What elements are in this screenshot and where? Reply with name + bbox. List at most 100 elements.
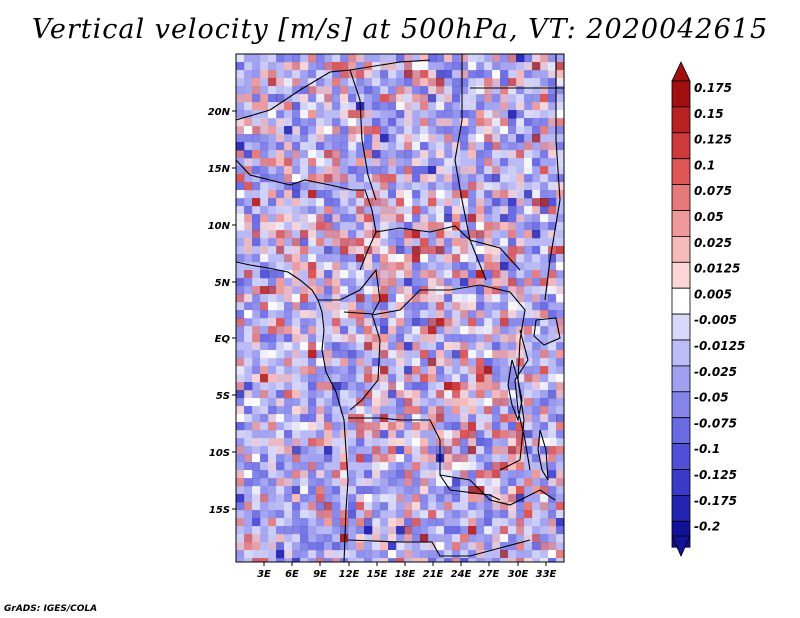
field-cell: [508, 182, 517, 191]
field-cell: [300, 70, 309, 79]
field-cell: [292, 366, 301, 375]
field-cell: [412, 54, 421, 63]
field-cell: [348, 190, 357, 199]
colorbar-swatch: [671, 106, 691, 134]
field-cell: [460, 246, 469, 255]
field-cell: [452, 550, 461, 559]
field-cell: [316, 310, 325, 319]
field-cell: [556, 62, 564, 71]
border-west: [236, 159, 291, 186]
field-cell: [484, 134, 493, 143]
field-cell: [532, 326, 541, 335]
field-cell: [468, 182, 477, 191]
field-cell: [260, 558, 269, 562]
field-cell: [252, 158, 261, 167]
field-cell: [404, 246, 413, 255]
lake-malawi: [537, 429, 549, 481]
field-cell: [340, 494, 349, 503]
field-cell: [524, 94, 533, 103]
field-cell: [540, 102, 549, 111]
field-cell: [436, 222, 445, 231]
field-cell: [524, 446, 533, 455]
field-cell: [284, 486, 293, 495]
field-cell: [244, 558, 253, 562]
field-cell: [356, 118, 365, 127]
lon-label: 6E: [285, 569, 299, 580]
field-cell: [348, 158, 357, 167]
field-cell: [388, 326, 397, 335]
field-cell: [308, 270, 317, 279]
field-cell: [348, 454, 357, 463]
field-cell: [316, 430, 325, 439]
field-cell: [484, 254, 493, 263]
field-cell: [508, 238, 517, 247]
field-cell: [532, 254, 541, 263]
field-cell: [252, 94, 261, 103]
field-cell: [500, 86, 509, 95]
field-cell: [236, 414, 245, 423]
field-cell: [484, 454, 493, 463]
field-cell: [340, 158, 349, 167]
field-cell: [492, 206, 501, 215]
field-cell: [516, 374, 525, 383]
field-cell: [452, 86, 461, 95]
field-cell: [356, 350, 365, 359]
field-cell: [340, 134, 349, 143]
field-cell: [340, 278, 349, 287]
field-cell: [268, 182, 277, 191]
field-cell: [332, 286, 341, 295]
field-cell: [492, 518, 501, 527]
field-cell: [348, 254, 357, 263]
field-cell: [260, 318, 269, 327]
field-cell: [500, 166, 509, 175]
field-cell: [420, 222, 429, 231]
field-cell: [252, 270, 261, 279]
field-cell: [324, 446, 333, 455]
field-cell: [476, 182, 485, 191]
field-cell: [452, 414, 461, 423]
field-cell: [484, 190, 493, 199]
border-cameroon: [318, 268, 381, 316]
field-cell: [468, 278, 477, 287]
field-cell: [284, 158, 293, 167]
field-cell: [324, 502, 333, 511]
colorbar-swatch: [671, 469, 691, 496]
field-cell: [468, 166, 477, 175]
field-cell: [244, 190, 253, 199]
field-cell: [404, 118, 413, 127]
field-cell: [540, 478, 549, 487]
field-cell: [476, 222, 485, 231]
field-cell: [244, 310, 253, 319]
field-cell: [316, 294, 325, 303]
field-cell: [388, 294, 397, 303]
field-cell: [268, 238, 277, 247]
field-cell: [516, 230, 525, 239]
field-cell: [244, 342, 253, 351]
field-cell: [340, 78, 349, 87]
field-cell: [316, 422, 325, 431]
field-cell: [460, 558, 469, 562]
field-cell: [524, 142, 533, 151]
field-cell: [444, 366, 453, 375]
field-cell: [324, 254, 333, 263]
field-cell: [236, 150, 245, 159]
field-cell: [452, 406, 461, 415]
field-cell: [540, 214, 549, 223]
field-cell: [516, 54, 525, 63]
field-cell: [524, 558, 533, 562]
field-cell: [452, 518, 461, 527]
field-cell: [284, 94, 293, 103]
field-cell: [372, 206, 381, 215]
field-cell: [244, 54, 253, 63]
field-cell: [348, 478, 357, 487]
field-cell: [324, 86, 333, 95]
field-cell: [252, 382, 261, 391]
field-cell: [444, 214, 453, 223]
field-cell: [452, 334, 461, 343]
field-cell: [492, 142, 501, 151]
field-cell: [460, 406, 469, 415]
field-cell: [420, 270, 429, 279]
field-cell: [372, 350, 381, 359]
field-cell: [292, 342, 301, 351]
field-cell: [532, 382, 541, 391]
